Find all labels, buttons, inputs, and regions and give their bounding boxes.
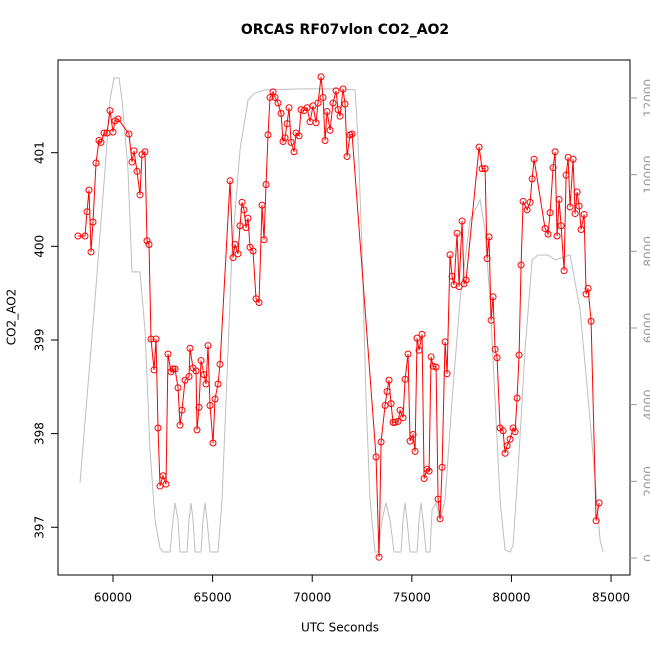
y2-tick-label: 6000 xyxy=(642,313,650,344)
y-tick-label: 400 xyxy=(33,235,47,258)
y2-tick-label: 12000 xyxy=(642,79,650,117)
chart-title: ORCAS RF07vlon CO2_AO2 xyxy=(241,22,449,38)
y-axis-label: CO2_AO2 xyxy=(5,289,19,346)
x-tick-label: 75000 xyxy=(393,591,431,605)
x-tick-label: 60000 xyxy=(94,591,132,605)
x-tick-label: 80000 xyxy=(492,591,530,605)
y-tick-label: 397 xyxy=(33,516,47,539)
y-tick-label: 398 xyxy=(33,422,47,445)
y2-tick-label: 2000 xyxy=(642,466,650,497)
x-axis-label: UTC Seconds xyxy=(301,621,379,635)
y2-tick-label: 10000 xyxy=(642,156,650,194)
y2-tick-label: 8000 xyxy=(642,236,650,267)
x-tick-label: 85000 xyxy=(592,591,630,605)
y-tick-label: 401 xyxy=(33,141,47,164)
y2-tick-label: 4000 xyxy=(642,389,650,420)
x-tick-label: 70000 xyxy=(293,591,331,605)
y2-tick-label: 0 xyxy=(642,554,650,562)
y-tick-label: 399 xyxy=(33,329,47,352)
x-tick-label: 65000 xyxy=(194,591,232,605)
